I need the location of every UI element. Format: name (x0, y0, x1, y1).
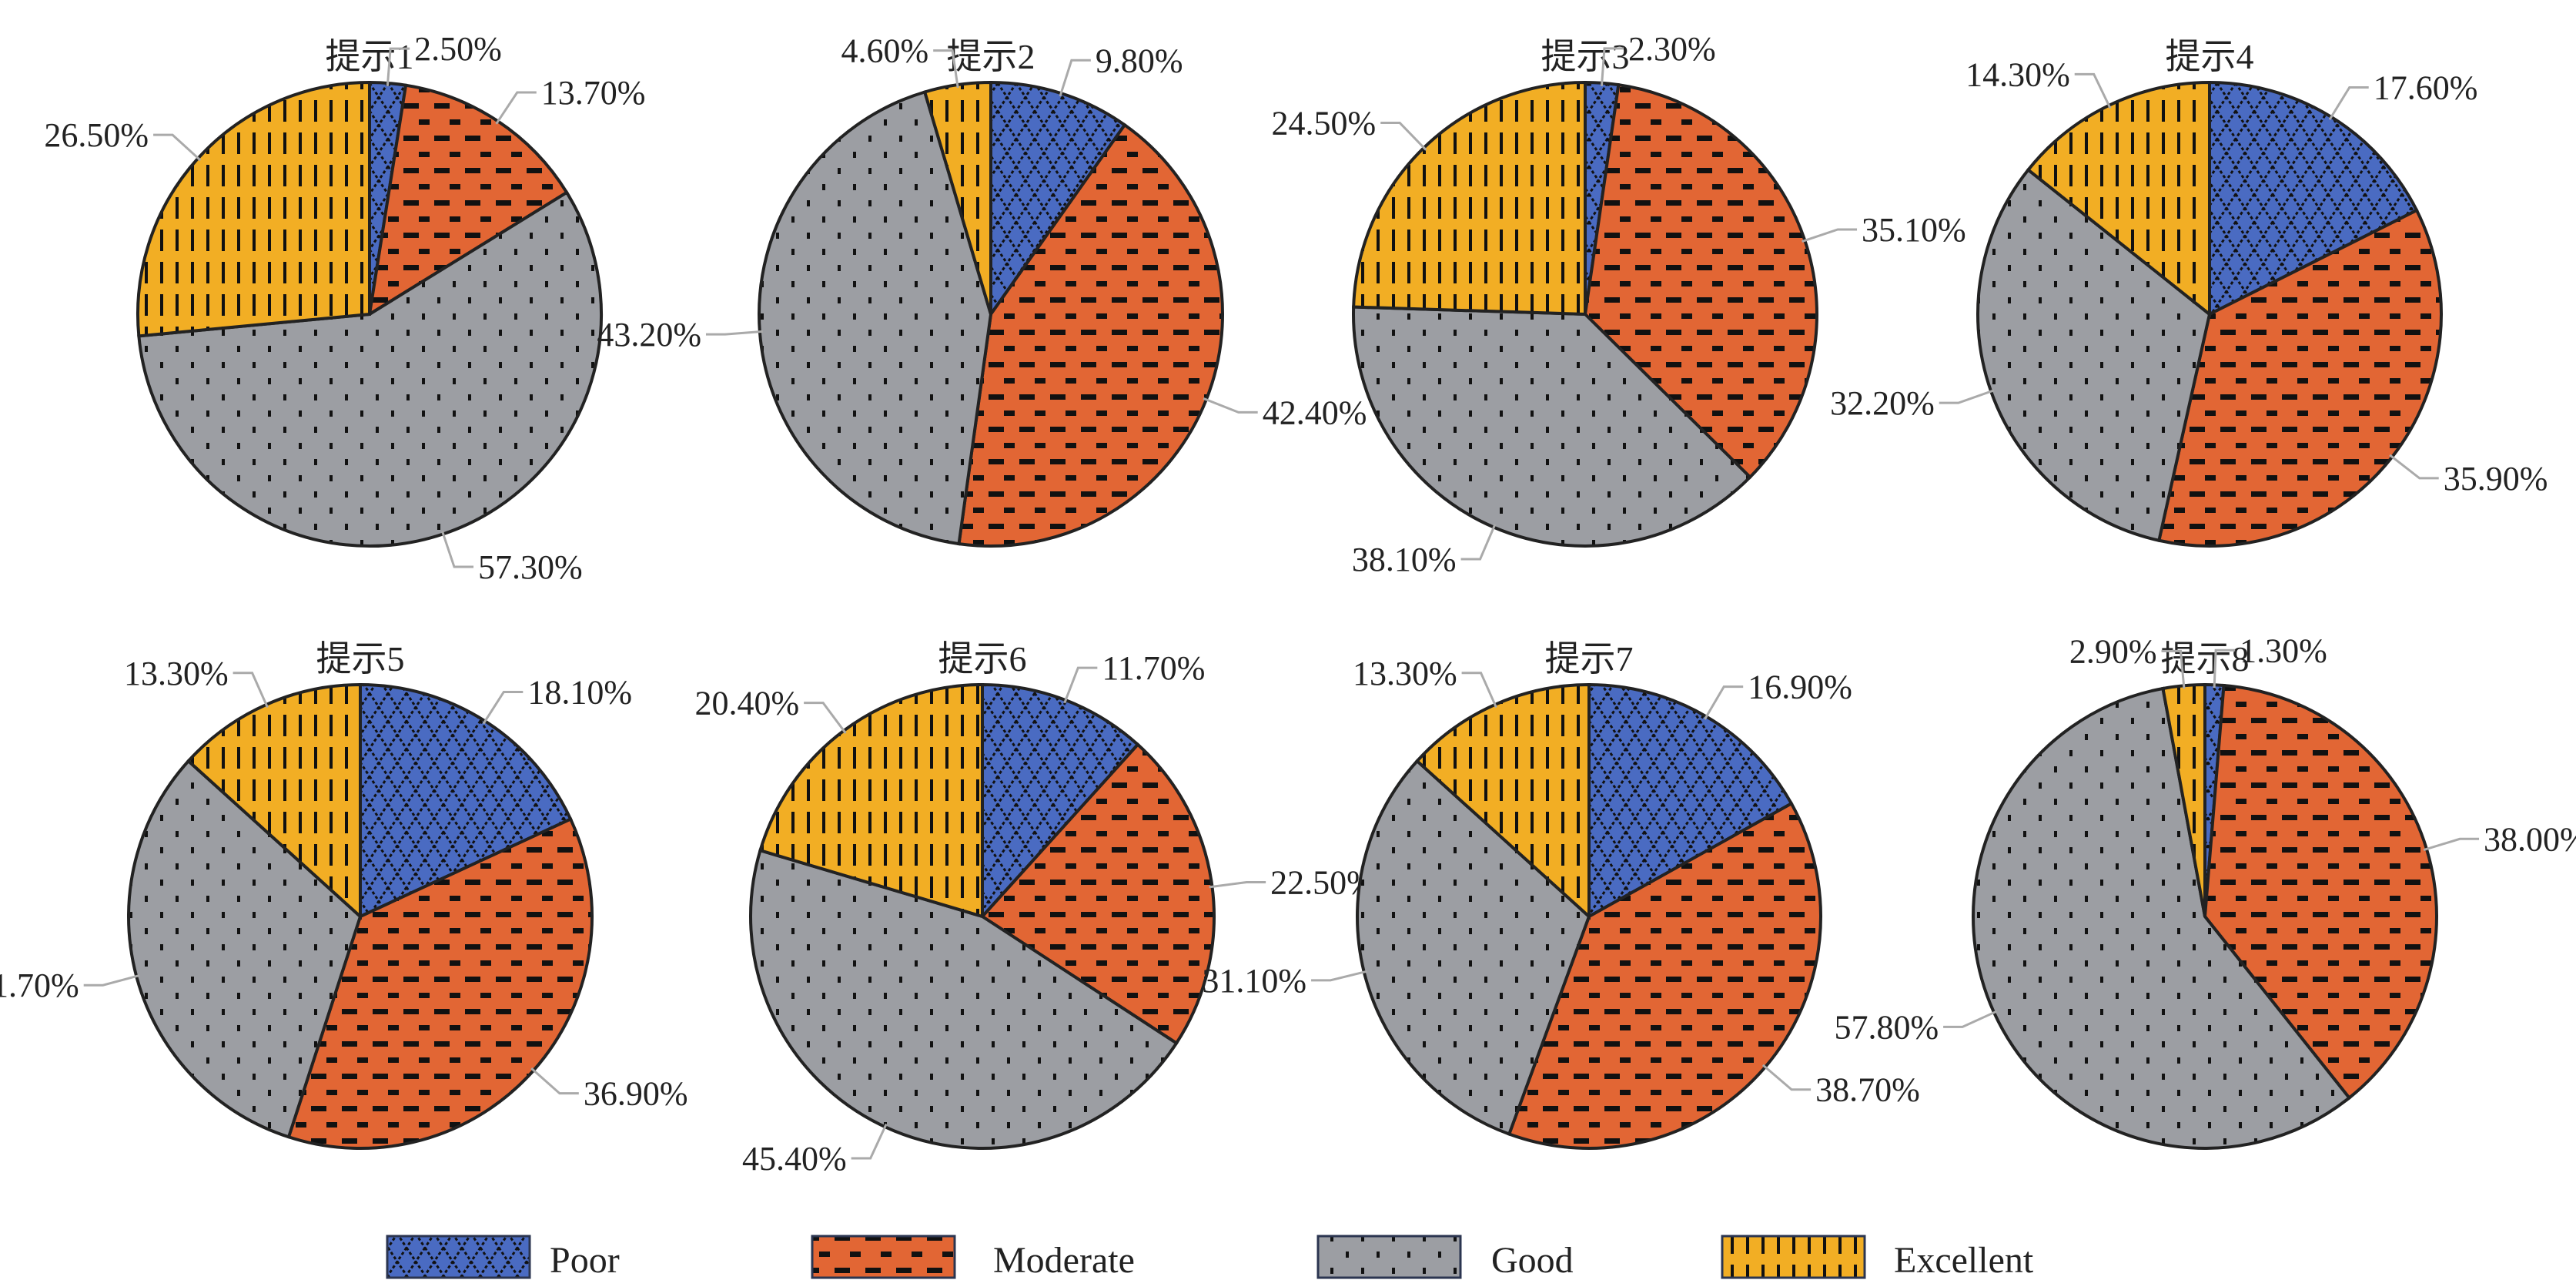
leader-line (1311, 970, 1368, 982)
data-label-poor: 2.50% (414, 30, 502, 68)
data-label-moderate: 35.90% (2444, 460, 2548, 498)
leader-line (386, 47, 410, 87)
leader-line (530, 1067, 579, 1095)
legend-label-good: Good (1491, 1240, 1574, 1280)
data-label-excellent: 20.40% (694, 685, 799, 722)
data-label-good: 57.30% (478, 548, 583, 586)
data-label-poor: 9.80% (1096, 42, 1183, 79)
data-label-moderate: 38.70% (1815, 1071, 1920, 1109)
pie-title: 提示6 (938, 639, 1027, 679)
leader-line (153, 133, 202, 162)
legend-label-poor: Poor (550, 1240, 620, 1280)
leader-line (1461, 672, 1497, 709)
leader-line (2213, 648, 2236, 689)
data-label-good: 45.40% (742, 1140, 847, 1178)
leader-line (804, 702, 847, 734)
data-label-moderate: 42.40% (1263, 394, 1367, 431)
data-label-poor: 1.30% (2240, 632, 2327, 669)
pie-chart-6: 提示6 11.70%22.50%45.40%20.40% (694, 639, 1374, 1178)
leader-line (1460, 524, 1497, 561)
pie-chart-7: 提示7 16.90% 38.70% 31.10% 13.30% (1202, 639, 1920, 1150)
leader-line (482, 690, 524, 725)
legend: Poor Moderate Good Excellent (386, 1235, 2034, 1280)
pie-title: 提示3 (1541, 37, 1630, 76)
leader-line (495, 91, 537, 125)
pie-title: 提示8 (2161, 639, 2250, 679)
leader-line (851, 1123, 888, 1160)
data-label-excellent: 26.50% (44, 116, 149, 154)
data-label-moderate: 13.70% (541, 74, 646, 112)
leader-line (1600, 47, 1624, 86)
data-label-good: 38.10% (1352, 541, 1457, 578)
legend-swatch-poor (386, 1235, 531, 1279)
data-label-excellent: 13.30% (124, 655, 229, 692)
data-label-poor: 2.30% (1628, 30, 1716, 68)
data-label-poor: 18.10% (527, 673, 632, 711)
data-label-good: 31.70% (0, 967, 79, 1004)
pie-title: 提示2 (947, 37, 1035, 76)
leader-line (2161, 649, 2186, 689)
leader-line (2328, 86, 2369, 121)
pie-title: 提示7 (1545, 639, 1634, 679)
data-label-good: 43.20% (597, 316, 701, 354)
pie-chart-1: 提示1 2.50% 13.70% 57.30% 26.50% (44, 30, 645, 586)
leader-line (1203, 397, 1258, 414)
data-label-good: 57.80% (1834, 1008, 1939, 1046)
leader-line (1704, 685, 1744, 720)
pie-title: 提示5 (316, 639, 405, 679)
legend-swatch-excellent (1721, 1235, 1866, 1279)
legend-label-excellent: Excellent (1894, 1240, 2034, 1280)
leader-line (705, 330, 763, 336)
leader-line (2389, 454, 2439, 480)
leader-line (933, 49, 959, 89)
leader-line (83, 974, 140, 987)
data-label-moderate: 38.00% (2484, 820, 2576, 858)
leader-line (1063, 666, 1098, 704)
leader-line (233, 672, 269, 709)
data-label-moderate: 36.90% (584, 1075, 688, 1113)
data-label-moderate: 35.10% (1862, 211, 1966, 249)
data-label-poor: 16.90% (1748, 668, 1852, 706)
pie-title: 提示4 (2166, 37, 2254, 76)
leader-line (1761, 1064, 1812, 1091)
pie-slice-excellent (1352, 80, 1587, 317)
legend-swatch-good (1316, 1235, 1462, 1279)
data-label-poor: 17.60% (2374, 69, 2478, 107)
pie-slice-excellent (136, 80, 371, 338)
leader-line (1059, 59, 1091, 97)
data-label-excellent: 4.60% (841, 32, 929, 70)
leader-line (1802, 228, 1858, 243)
pie-title: 提示1 (326, 37, 414, 76)
leader-line (1943, 1010, 1998, 1028)
leader-line (2423, 837, 2480, 851)
leader-line (1209, 881, 1266, 889)
leader-line (2074, 72, 2112, 109)
data-label-excellent: 13.30% (1353, 655, 1457, 692)
data-label-poor: 11.70% (1102, 649, 1205, 687)
data-label-good: 32.20% (1830, 384, 1935, 422)
pie-chart-2: 提示2 9.80% 42.40% 43.20% 4.60% (597, 32, 1367, 548)
leader-line (441, 531, 474, 568)
legend-swatch-moderate (811, 1235, 956, 1279)
leader-line (1939, 389, 1995, 404)
data-label-excellent: 24.50% (1272, 105, 1377, 142)
data-label-excellent: 14.30% (1965, 55, 2070, 93)
data-label-excellent: 2.90% (2069, 632, 2157, 670)
legend-label-moderate: Moderate (993, 1240, 1135, 1280)
data-label-good: 31.10% (1202, 962, 1306, 1000)
pie-chart-4: 提示4 17.60% 35.90% 32.20% 14.30% (1830, 37, 2548, 548)
pie-chart-5: 提示5 18.10% 36.90% 31.70% 13.30% (0, 639, 688, 1150)
leader-line (1380, 122, 1427, 151)
